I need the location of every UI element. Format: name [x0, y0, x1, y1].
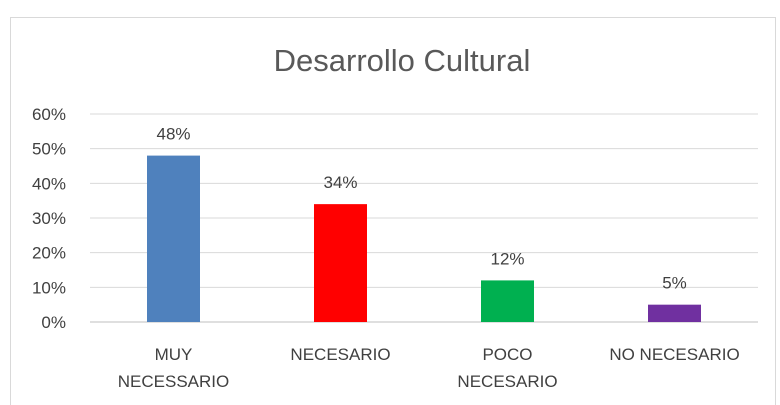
x-category-label: POCO — [482, 345, 532, 364]
bar — [314, 204, 367, 322]
chart-frame — [10, 17, 776, 405]
data-label: 5% — [662, 274, 687, 293]
y-tick-label: 60% — [32, 105, 66, 124]
y-tick-label: 0% — [41, 313, 66, 332]
y-tick-label: 50% — [32, 140, 66, 159]
data-labels: 48% 34% 12% 5% — [156, 125, 686, 293]
bar — [481, 280, 534, 322]
y-tick-label: 40% — [32, 174, 66, 193]
bar — [147, 155, 200, 322]
x-category-label: NO NECESARIO — [609, 345, 739, 364]
chart-title: Desarrollo Cultural — [274, 43, 531, 78]
y-tick-label: 20% — [32, 244, 66, 263]
y-axis-ticks: 0% 10% 20% 30% 40% 50% 60% — [32, 105, 66, 332]
data-label: 34% — [323, 173, 357, 192]
y-tick-label: 30% — [32, 209, 66, 228]
x-category-label: NECESSARIO — [118, 372, 229, 391]
bars — [147, 155, 701, 322]
x-category-label: MUY — [155, 345, 193, 364]
x-category-label: NECESARIO — [290, 345, 390, 364]
bar — [648, 304, 701, 322]
data-label: 48% — [156, 125, 190, 144]
data-label: 12% — [490, 249, 524, 268]
x-category-label: NECESARIO — [457, 372, 557, 391]
x-axis-categories: MUY NECESSARIO NECESARIO POCO NECESARIO NO NE… — [118, 345, 740, 391]
y-tick-label: 10% — [32, 278, 66, 297]
gridlines — [90, 113, 758, 323]
